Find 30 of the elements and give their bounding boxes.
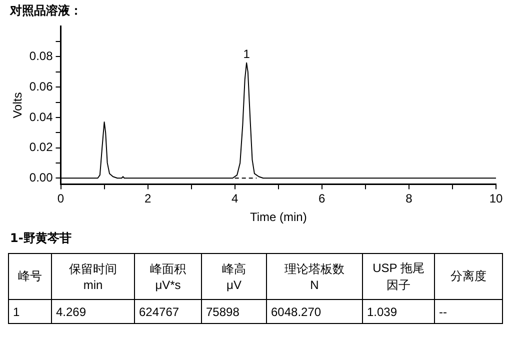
text: 分离度 bbox=[434, 254, 502, 300]
y-tick-label: 0.08 bbox=[29, 49, 54, 64]
text: 理论塔板数 N bbox=[266, 254, 362, 300]
text: 峰面积 μV*s bbox=[134, 254, 202, 300]
y-tick-label: 0.02 bbox=[29, 140, 54, 154]
x-tick-label: 2 bbox=[144, 192, 152, 206]
y-tick-label: 0.06 bbox=[29, 79, 54, 94]
text: 1-野黄芩苷 bbox=[10, 230, 72, 247]
text: 4.269 bbox=[52, 300, 134, 324]
text: USP 拖尾因子 bbox=[362, 254, 434, 300]
x-axis-title: Time (min) bbox=[250, 210, 307, 224]
x-tick-label: 4 bbox=[232, 192, 239, 206]
x-tick-label: 6 bbox=[318, 192, 326, 206]
text: 0.00 bbox=[29, 170, 53, 184]
text: -- bbox=[434, 300, 502, 324]
text: 保留时间 min bbox=[52, 254, 134, 300]
y-tick-label: 0.04 bbox=[29, 110, 54, 124]
text: 峰高 μV bbox=[202, 254, 266, 300]
x-tick-label: 10 bbox=[489, 192, 503, 206]
x-tick-label: 0 bbox=[57, 192, 64, 206]
text: 75898 bbox=[202, 300, 266, 324]
x-tick-label: 8 bbox=[406, 192, 413, 206]
chart-title: 对照品溶液： bbox=[9, 3, 82, 18]
text: 1 bbox=[8, 300, 52, 324]
text: 6048.270 bbox=[266, 300, 362, 324]
annotation: 1 bbox=[243, 47, 250, 62]
y-axis-title: Volts bbox=[10, 92, 25, 118]
text: 1.039 bbox=[362, 300, 434, 324]
text: 峰号 bbox=[8, 254, 52, 300]
text: 624767 bbox=[134, 300, 202, 324]
